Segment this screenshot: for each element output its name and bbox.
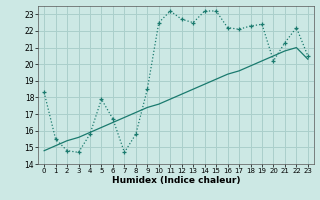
X-axis label: Humidex (Indice chaleur): Humidex (Indice chaleur) <box>112 176 240 185</box>
